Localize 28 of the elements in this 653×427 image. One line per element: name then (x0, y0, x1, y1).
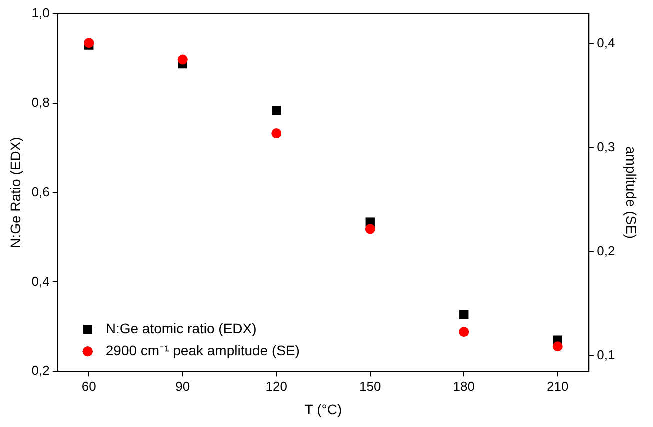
x-tick-label: 120 (266, 378, 288, 394)
y-axis-title: N:Ge Ratio (EDX) (7, 137, 24, 248)
y2-tick-label: 0,4 (597, 36, 616, 51)
x-tick-label: 150 (360, 378, 382, 394)
y2-tick-label: 0,3 (597, 140, 616, 155)
y-tick-label: 0,2 (32, 363, 50, 378)
x-tick-label: 210 (547, 378, 569, 394)
y2-tick-label: 0,1 (597, 348, 616, 363)
y2-tick-label: 0,2 (597, 244, 616, 259)
x-tick-label: 180 (453, 378, 475, 394)
y-tick-label: 1,0 (32, 6, 50, 21)
x-axis-title: T (°C) (304, 401, 342, 418)
point (365, 224, 376, 234)
point (459, 327, 470, 338)
legend-label: N:Ge atomic ratio (EDX) (106, 320, 257, 336)
point (272, 106, 282, 116)
y2-axis-title: amplitude (SE) (624, 146, 640, 240)
point (272, 128, 282, 139)
point (552, 342, 563, 352)
y-tick-label: 0,8 (32, 94, 50, 110)
point (178, 54, 188, 65)
legend-label: 2900 cm⁻¹ peak amplitude (SE) (106, 342, 300, 358)
x-tick-label: 90 (176, 378, 190, 394)
y-tick-label: 0,6 (32, 184, 50, 200)
x-tick-label: 60 (82, 378, 96, 394)
y-tick-label: 0,4 (32, 274, 50, 289)
point (460, 310, 469, 320)
point (84, 38, 94, 48)
